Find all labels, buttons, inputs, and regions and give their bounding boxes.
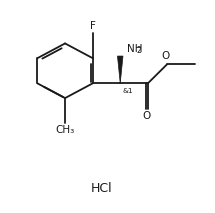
Text: CH₃: CH₃ — [55, 125, 75, 135]
Text: HCl: HCl — [90, 182, 112, 195]
Text: F: F — [90, 21, 96, 31]
Text: O: O — [162, 51, 170, 61]
Text: O: O — [143, 111, 151, 121]
Text: NH: NH — [127, 44, 142, 54]
Text: 2: 2 — [137, 46, 142, 55]
Text: &1: &1 — [122, 88, 133, 94]
Polygon shape — [117, 56, 123, 83]
